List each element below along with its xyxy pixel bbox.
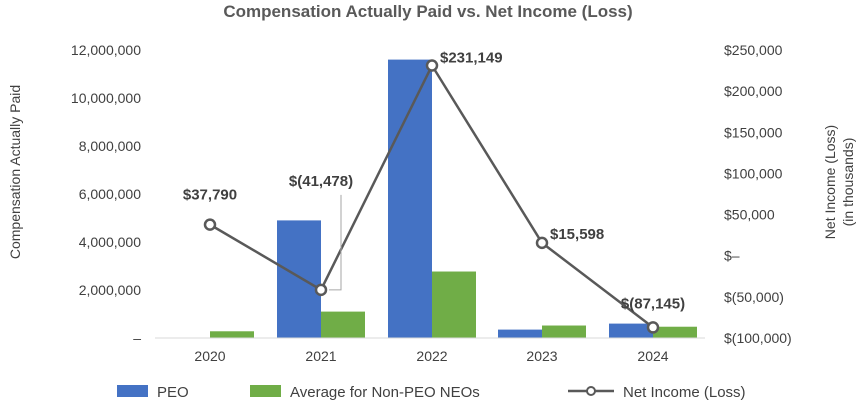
legend-label-net-income: Net Income (Loss) xyxy=(623,384,746,401)
bar-non-peo xyxy=(432,271,476,338)
bar-non-peo xyxy=(210,331,254,338)
y2-tick-label: $(50,000) xyxy=(724,289,784,305)
chart-title: Compensation Actually Paid vs. Net Incom… xyxy=(223,2,632,21)
y2-axis-title-line2: (in thousands) xyxy=(840,138,856,227)
x-tick-label: 2024 xyxy=(637,348,668,364)
y2-tick-label: $100,000 xyxy=(724,165,783,181)
bar-non-peo xyxy=(321,311,365,338)
net-income-marker xyxy=(314,283,328,297)
x-tick-label: 2022 xyxy=(416,348,447,364)
bar-peo xyxy=(498,329,542,338)
bar-non-peo xyxy=(542,325,586,338)
y2-tick-label: $250,000 xyxy=(724,42,783,58)
net-income-marker xyxy=(646,321,660,334)
y2-axis-title-line1: Net Income (Loss) xyxy=(822,125,838,239)
net-income-marker xyxy=(425,59,439,72)
net-income-data-label: $37,790 xyxy=(183,187,237,204)
bars xyxy=(166,59,697,338)
net-income-marker xyxy=(203,218,217,231)
legend-label-peo: PEO xyxy=(157,384,189,401)
bar-peo xyxy=(388,59,432,338)
label-leader-line xyxy=(329,194,342,291)
y-tick-label: 12,000,000 xyxy=(71,42,141,58)
y-axis-title: Compensation Actually Paid xyxy=(7,85,23,259)
bar-non-peo xyxy=(653,326,697,338)
y2-tick-label: $150,000 xyxy=(724,124,783,140)
y2-tick-label: $(100,000) xyxy=(724,330,792,346)
y-axis-primary: – 2,000,000 4,000,000 6,000,000 8,000,000 10,… xyxy=(71,42,141,346)
legend-swatch-peo xyxy=(117,385,148,397)
net-income-line: $37,790 $(41,478) $231,149 $15,598 $(87,145) xyxy=(183,50,685,334)
bar-peo xyxy=(277,220,321,338)
y2-tick-label: $50,000 xyxy=(724,207,775,223)
x-tick-label: 2020 xyxy=(194,348,225,364)
y-tick-label: 4,000,000 xyxy=(79,234,141,250)
legend-label-non-peo: Average for Non-PEO NEOs xyxy=(290,384,480,401)
legend: PEO Average for Non-PEO NEOs Net Income … xyxy=(117,384,746,401)
y-tick-label: 8,000,000 xyxy=(79,138,141,154)
legend-marker-net-income xyxy=(586,386,596,396)
legend-swatch-non-peo xyxy=(250,385,281,397)
y-tick-label: 6,000,000 xyxy=(79,186,141,202)
net-income-data-label: $(87,145) xyxy=(621,295,685,312)
y-tick-label: 10,000,000 xyxy=(71,90,141,106)
net-income-marker xyxy=(535,236,549,250)
y2-tick-label: $200,000 xyxy=(724,83,783,99)
net-income-data-label: $(41,478) xyxy=(289,173,353,190)
x-tick-label: 2023 xyxy=(526,348,557,364)
y-axis-secondary: $(100,000) $(50,000) $– $50,000 $100,000 $150… xyxy=(724,42,792,346)
y-tick-label: 2,000,000 xyxy=(79,282,141,298)
x-axis: 2020 2021 2022 2023 2024 xyxy=(194,348,668,364)
net-income-data-label: $15,598 xyxy=(550,226,604,243)
x-tick-label: 2021 xyxy=(305,348,336,364)
y2-tick-label: $– xyxy=(724,248,740,264)
bar-peo xyxy=(609,323,653,338)
y-tick-label: – xyxy=(133,330,141,346)
net-income-data-label: $231,149 xyxy=(440,50,503,67)
